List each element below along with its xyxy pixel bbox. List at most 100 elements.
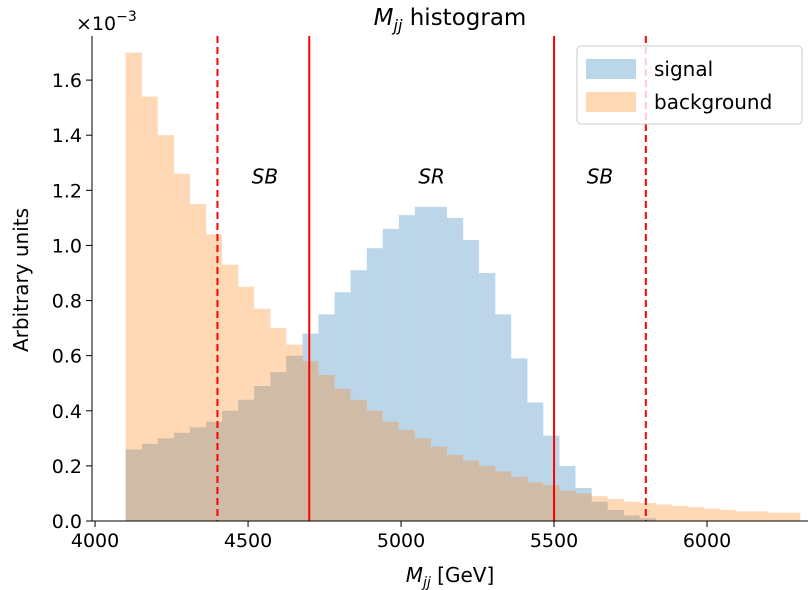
- y-tick-label: 0.6: [52, 346, 82, 368]
- bar-signal: [334, 292, 351, 521]
- bar-background: [318, 374, 335, 521]
- bar-signal: [527, 402, 544, 521]
- region-label-sr: SR: [418, 165, 445, 189]
- bar-background: [784, 512, 801, 521]
- bar-background: [222, 264, 239, 521]
- x-axis-label: Mjj [GeV]: [406, 563, 495, 590]
- x-tick-label: 5000: [377, 530, 425, 552]
- legend-label-background: background: [654, 90, 772, 114]
- bar-signal: [591, 501, 608, 521]
- bar-background: [463, 460, 480, 521]
- legend-frame: [576, 45, 803, 125]
- bar-background: [607, 498, 624, 521]
- bar-background: [414, 438, 432, 521]
- bar-background: [655, 504, 672, 521]
- y-tick-label: 1.4: [52, 125, 82, 147]
- bar-background: [479, 465, 496, 521]
- bar-background: [350, 399, 367, 521]
- region-label-sb: SB: [587, 165, 613, 189]
- bar-background: [286, 344, 303, 521]
- xlabel-unit: [GeV]: [431, 563, 494, 587]
- y-tick-label: 0.4: [52, 401, 82, 423]
- bar-signal: [607, 509, 624, 521]
- bar-background: [446, 454, 464, 521]
- bar-background: [543, 485, 560, 521]
- series-signal: [125, 206, 656, 522]
- y-tick-label: 0.0: [52, 511, 82, 533]
- bar-background: [703, 508, 721, 521]
- bar-signal: [189, 427, 207, 521]
- x-tick-label: 4500: [224, 530, 272, 552]
- bar-background: [302, 361, 319, 521]
- bar-signal: [543, 435, 560, 521]
- bar-background: [189, 204, 207, 521]
- bar-signal: [559, 465, 576, 521]
- bar-background: [495, 471, 512, 521]
- y-axis-label: Arbitrary units: [9, 208, 33, 352]
- bar-signal: [222, 410, 239, 521]
- legend-label-signal: signal: [654, 57, 713, 81]
- bar-background: [157, 135, 175, 522]
- bar-background: [398, 430, 415, 521]
- bar-background: [431, 446, 447, 521]
- region-annotations: SB SR SB: [252, 165, 613, 189]
- bar-signal: [157, 438, 175, 521]
- x-tick-label: 5500: [530, 530, 578, 552]
- legend: signal background: [576, 45, 803, 125]
- bar-signal: [398, 215, 415, 521]
- bar-background: [141, 96, 158, 521]
- legend-swatch-signal: [586, 59, 636, 79]
- bar-signal: [575, 487, 592, 521]
- bar-signal: [270, 372, 287, 521]
- region-label-sb: SB: [252, 165, 278, 189]
- title-symbol: M: [374, 5, 394, 31]
- legend-swatch-background: [586, 92, 636, 112]
- bar-signal: [238, 399, 255, 521]
- bar-signal: [623, 515, 640, 521]
- x-tick-label: 6000: [683, 530, 731, 552]
- bar-background: [671, 505, 689, 521]
- title-text: histogram: [402, 5, 526, 31]
- bar-background: [206, 234, 223, 521]
- bar-signal: [382, 228, 399, 522]
- bar-signal: [318, 314, 335, 521]
- bar-signal: [286, 355, 303, 521]
- bar-background: [254, 308, 271, 521]
- bar-background: [736, 511, 753, 521]
- xlabel-symbol: M: [406, 563, 423, 587]
- bar-background: [366, 410, 383, 521]
- bar-background: [382, 421, 399, 521]
- chart-title: Mjj histogram: [374, 5, 527, 35]
- title-subscript: jj: [392, 16, 403, 35]
- bar-background: [688, 507, 704, 521]
- bar-background: [270, 328, 287, 521]
- bar-signal: [463, 239, 480, 521]
- bar-signal: [446, 217, 464, 521]
- bar-signal: [125, 449, 142, 521]
- bar-background: [125, 52, 142, 522]
- bar-background: [559, 490, 576, 521]
- bar-signal: [350, 270, 367, 521]
- bar-signal: [495, 314, 512, 521]
- bar-signal: [174, 432, 190, 521]
- y-multiplier-exp: −3: [116, 9, 137, 25]
- bar-background: [639, 503, 656, 521]
- y-tick-label: 1.2: [52, 180, 82, 202]
- y-tick-label: 0.8: [52, 291, 82, 313]
- bar-signal: [431, 206, 447, 521]
- bar-signal: [302, 333, 319, 521]
- bar-background: [575, 493, 592, 521]
- bar-background: [752, 511, 769, 521]
- bar-background: [334, 388, 351, 521]
- bar-background: [720, 509, 737, 521]
- bar-background: [527, 482, 544, 521]
- bar-signal: [254, 385, 271, 521]
- y-multiplier-base: ×10: [76, 13, 116, 35]
- bar-background: [591, 496, 608, 521]
- xlabel-subscript: jj: [421, 575, 431, 590]
- bar-background: [623, 501, 640, 521]
- y-tick-label: 1.0: [52, 235, 82, 257]
- y-multiplier: ×10−3: [76, 9, 137, 35]
- y-tick-label: 0.2: [52, 456, 82, 478]
